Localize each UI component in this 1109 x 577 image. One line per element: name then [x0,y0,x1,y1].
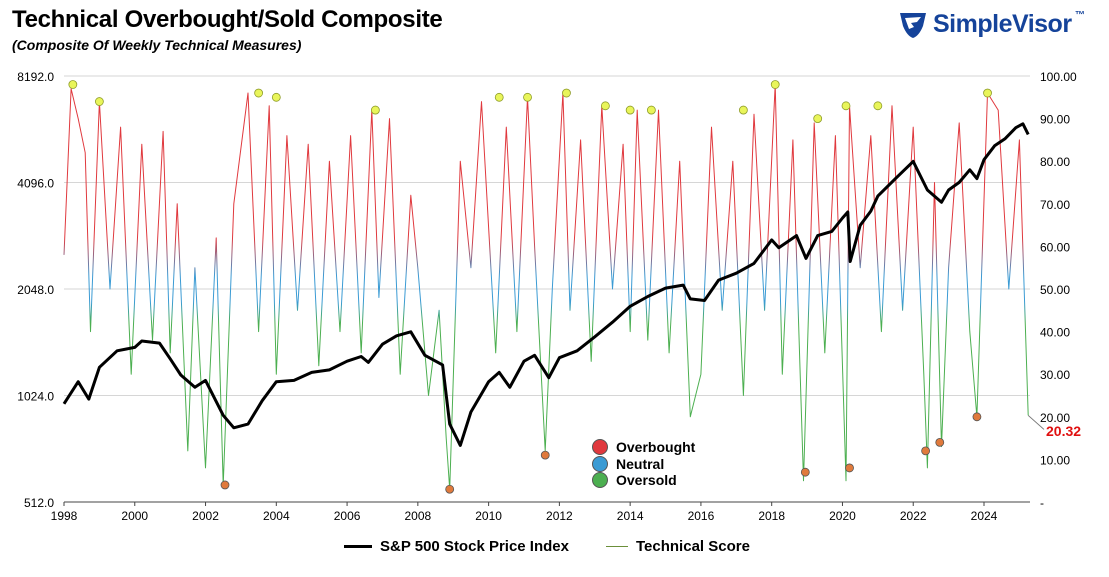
score-swatch [606,545,628,547]
peak-marker [625,105,635,115]
peak-marker [841,101,851,111]
x-tick-label: 2014 [617,509,644,523]
peak-marker [738,105,748,115]
trough-marker [972,412,982,422]
peak-marker [600,101,610,111]
peak-marker [370,105,380,115]
trough-marker [921,446,931,456]
brand-name: SimpleVisor [933,10,1072,38]
x-tick-label: 2002 [192,509,219,523]
left-tick-label: 8192.0 [17,70,54,84]
right-tick-label: - [1040,496,1044,510]
callout-leader [1027,415,1045,430]
peak-marker [94,97,104,106]
right-tick-label: 90.00 [1040,113,1070,127]
legend-score-label: Technical Score [636,537,750,555]
peak-markers [68,80,992,123]
peak-marker [770,80,780,89]
trough-marker [445,484,455,494]
x-tick-label: 2000 [121,509,148,523]
legend-neutral: Neutral [592,455,722,472]
oversold-dot [592,471,608,488]
brand-trademark: ™ [1075,10,1085,21]
x-tick-label: 2004 [263,509,290,523]
x-axis-ticks: 1998 2000 2002 2004 2006 2008 2010 2012 2014 2016… [51,502,998,523]
trough-marker [800,467,810,477]
right-tick-label: 20.00 [1040,411,1070,425]
legend-sp500: S&P 500 Stock Price Index [344,536,569,556]
right-tick-label: 40.00 [1040,326,1070,340]
trough-marker [540,450,550,460]
x-tick-label: 2006 [334,509,361,523]
right-tick-label: 50.00 [1040,283,1070,297]
peak-marker [68,80,78,89]
sp500-swatch [344,544,372,548]
overbought-dot [592,438,608,455]
peak-marker [873,101,883,111]
legend-oversold-label: Oversold [616,471,677,488]
left-tick-label: 2048.0 [17,283,54,297]
peak-marker [983,88,992,98]
legend-overbought: Overbought [592,438,722,455]
x-tick-label: 1998 [51,509,78,523]
peak-marker [494,92,504,102]
legend-neutral-label: Neutral [616,455,665,472]
left-tick-label: 512.0 [24,496,54,510]
brand-logo: SimpleVisor ™ [897,8,1097,44]
x-tick-label: 2022 [900,509,927,523]
x-tick-label: 2024 [971,509,998,523]
right-tick-label: 60.00 [1040,240,1070,254]
legend-overbought-label: Overbought [616,438,696,455]
left-tick-label: 1024.0 [17,390,54,404]
trough-marker [220,480,230,490]
chart-title: Technical Overbought/Sold Composite [12,6,443,33]
peak-marker [271,92,281,102]
latest-score-label: 20.32 [1046,423,1082,439]
right-tick-label: 100.00 [1040,70,1077,84]
grid-lines [64,75,1030,396]
peak-marker [562,88,571,98]
x-tick-label: 2012 [546,509,573,523]
legend-technical-score: Technical Score [606,536,750,556]
right-axis-ticks: 100.00 90.00 80.00 70.00 60.00 50.00 40.00 30.0… [1040,70,1077,510]
legend-sp500-label: S&P 500 Stock Price Index [380,537,569,555]
eagle-shield-icon [900,13,926,38]
x-tick-label: 2010 [475,509,502,523]
peak-marker [254,88,264,98]
series-technical-score [63,84,1029,490]
neutral-dot [592,455,608,472]
right-tick-label: 80.00 [1040,155,1070,169]
trough-marker [845,463,854,473]
x-tick-label: 2020 [829,509,856,523]
left-tick-label: 4096.0 [17,177,54,191]
peak-marker [813,114,823,123]
x-tick-label: 2018 [758,509,785,523]
trough-markers [220,412,982,494]
series-sp500 [62,122,1030,447]
legend-oversold: Oversold [592,471,722,488]
left-axis-ticks: 8192.0 4096.0 2048.0 1024.0 512.0 [17,70,54,510]
trough-marker [935,437,945,447]
peak-marker [646,105,656,115]
right-tick-label: 10.00 [1040,453,1070,467]
chart-subtitle: (Composite Of Weekly Technical Measures) [12,37,302,53]
right-tick-label: 30.00 [1040,368,1070,382]
x-tick-label: 2008 [404,509,431,523]
x-tick-label: 2016 [688,509,715,523]
right-tick-label: 70.00 [1040,198,1070,212]
peak-marker [523,92,532,102]
